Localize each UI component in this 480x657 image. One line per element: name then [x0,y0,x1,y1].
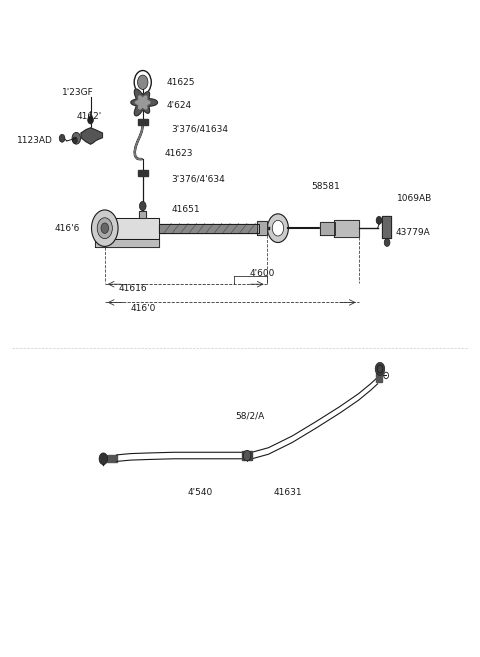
Circle shape [101,223,108,233]
Polygon shape [131,89,157,116]
Circle shape [97,217,112,238]
Circle shape [72,137,77,143]
Text: 4'540: 4'540 [188,488,213,497]
Polygon shape [159,223,259,233]
Circle shape [384,238,390,246]
Circle shape [376,216,382,224]
Polygon shape [139,212,146,217]
Text: 41651: 41651 [171,205,200,214]
Text: 41623: 41623 [164,148,192,158]
Text: 1'23GF: 1'23GF [62,88,94,97]
Circle shape [137,75,148,89]
Text: 58/2/A: 58/2/A [235,412,264,421]
Circle shape [267,214,288,242]
Text: 43779A: 43779A [396,227,431,237]
Text: 3'376/41634: 3'376/41634 [171,125,228,133]
Circle shape [72,133,81,144]
Polygon shape [376,373,383,382]
Text: 41625: 41625 [167,78,195,87]
Circle shape [59,135,65,142]
Polygon shape [320,221,335,235]
Text: 416'0: 416'0 [131,304,156,313]
Text: 4'600: 4'600 [250,269,275,278]
Polygon shape [383,216,391,238]
Polygon shape [107,455,117,462]
Text: 1123AD: 1123AD [17,137,53,145]
Text: 1069AB: 1069AB [396,194,432,203]
Circle shape [272,220,284,236]
Text: 41616: 41616 [119,284,148,292]
Polygon shape [96,238,159,247]
Polygon shape [334,219,359,237]
Text: 58581: 58581 [311,182,340,191]
Circle shape [99,453,108,464]
Circle shape [375,363,384,375]
Polygon shape [257,221,266,235]
Polygon shape [136,96,150,109]
Polygon shape [97,217,159,238]
Polygon shape [242,451,252,460]
Text: 3'376/4'634: 3'376/4'634 [171,174,225,183]
Circle shape [92,210,118,246]
Circle shape [243,450,251,461]
Text: 4'624: 4'624 [167,101,192,110]
Polygon shape [137,120,148,125]
Circle shape [139,202,146,211]
Polygon shape [81,128,102,144]
Text: 4162': 4162' [76,112,102,121]
Text: 41631: 41631 [273,488,302,497]
Polygon shape [137,170,148,176]
Circle shape [88,116,94,124]
Text: 416'6: 416'6 [55,223,80,233]
